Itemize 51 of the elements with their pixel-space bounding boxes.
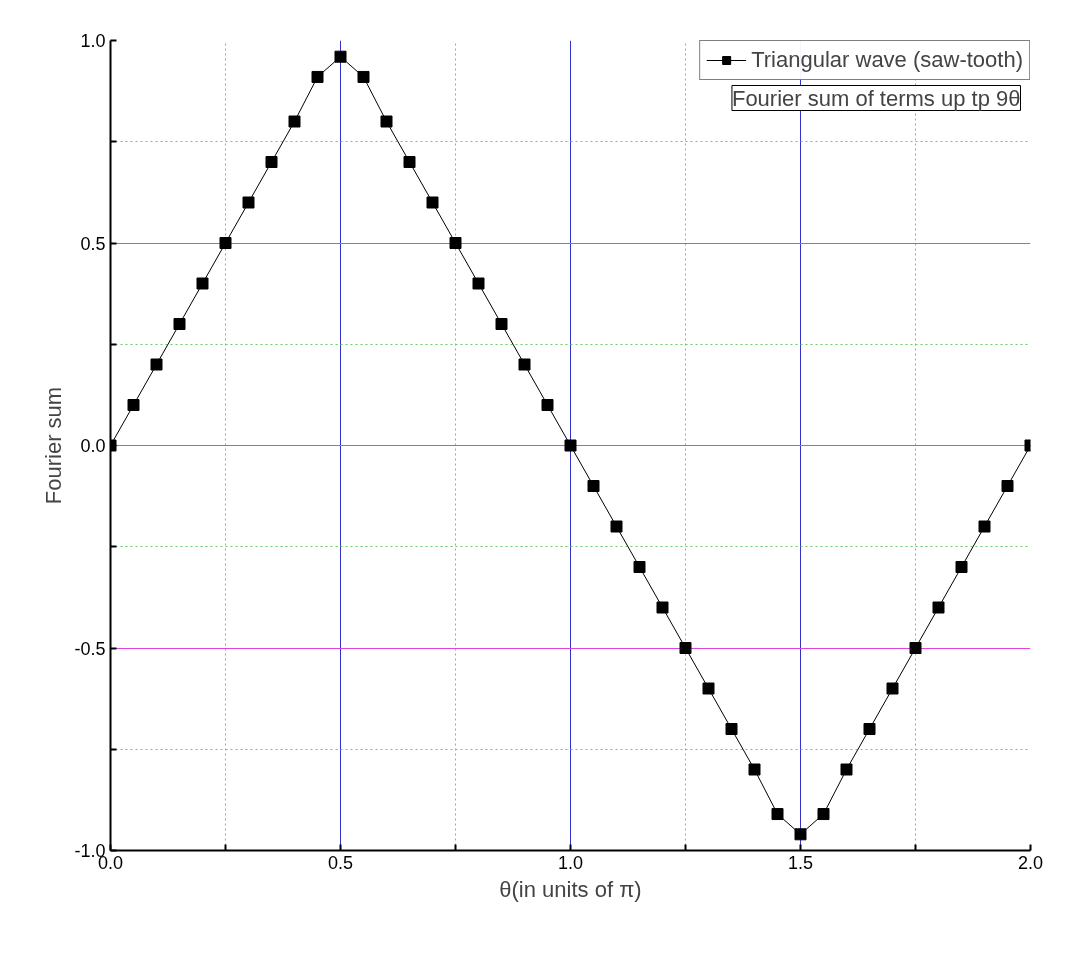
annotation: Fourier sum of terms up tp 9θ [731, 85, 1021, 111]
point [196, 277, 209, 290]
point [886, 682, 899, 695]
point [173, 318, 186, 330]
point [495, 318, 508, 330]
point [219, 237, 232, 249]
point [817, 808, 830, 821]
point [541, 399, 554, 411]
point [334, 50, 347, 63]
y-tick-label: 0.5 [80, 233, 106, 254]
point [449, 237, 462, 249]
x-tick-label: 2.0 [1017, 852, 1044, 873]
point [748, 763, 761, 776]
point [794, 828, 807, 841]
point [265, 156, 278, 168]
point [564, 439, 577, 452]
legend-label: Triangular wave (saw-tooth) [751, 47, 1023, 73]
point [242, 196, 255, 209]
point [288, 115, 301, 128]
point [426, 196, 439, 209]
point [1001, 480, 1014, 492]
point [380, 115, 393, 128]
point [863, 723, 876, 735]
point [150, 358, 163, 371]
y-tick-label: 1.0 [80, 31, 106, 51]
y-axis-title: Fourier sum [41, 386, 67, 505]
point [771, 808, 784, 821]
x-axis-title: θ(in units of π) [499, 876, 642, 902]
point [357, 70, 370, 83]
point [610, 520, 623, 533]
point [955, 561, 968, 573]
x-tick-label: 0.5 [327, 852, 354, 873]
y-tick-label: 0.0 [80, 436, 106, 456]
point [127, 399, 140, 411]
point [518, 358, 531, 371]
point [311, 70, 324, 83]
point [472, 277, 485, 290]
point [656, 601, 669, 614]
point [679, 642, 692, 654]
point [840, 763, 853, 776]
point [932, 601, 945, 614]
point [909, 642, 922, 654]
x-tick-label: 1.5 [787, 852, 814, 873]
y-tick-label: -0.5 [74, 638, 106, 659]
point [725, 723, 738, 735]
x-tick-label: 1.0 [557, 852, 584, 873]
point [702, 682, 715, 695]
point [587, 480, 600, 492]
point [978, 520, 991, 533]
point [403, 156, 416, 168]
point [633, 561, 646, 573]
